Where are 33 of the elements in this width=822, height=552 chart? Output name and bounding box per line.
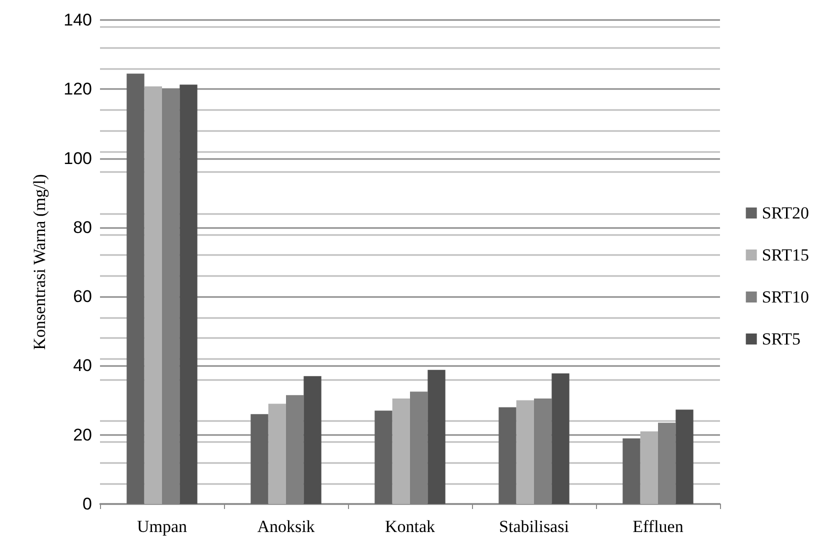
legend-label: SRT10	[762, 288, 810, 306]
bar	[126, 74, 144, 504]
x-tick-label: Umpan	[136, 517, 188, 536]
y-tick-label: 120	[64, 80, 92, 99]
bar	[640, 431, 658, 504]
bar	[552, 373, 570, 504]
y-tick-label: 100	[64, 148, 92, 168]
bar	[622, 438, 640, 504]
y-tick-label: 80	[73, 218, 92, 237]
bar	[676, 410, 694, 504]
bar	[180, 84, 198, 504]
legend-label: SRT5	[762, 330, 801, 348]
legend-label: SRT20	[762, 204, 810, 222]
bar	[498, 407, 516, 504]
bar	[268, 404, 286, 504]
bar	[392, 398, 410, 504]
y-tick-label: 40	[73, 356, 92, 376]
x-tick-label: Kontak	[384, 517, 436, 536]
bar	[250, 414, 268, 504]
y-tick-label: 20	[73, 425, 92, 444]
x-tick-label: Anoksik	[257, 517, 316, 536]
bar	[304, 376, 322, 504]
legend-label: SRT15	[762, 246, 810, 264]
y-axis-title: Konsentrasi Warna (mg/l)	[30, 174, 49, 350]
y-tick-label: 140	[64, 10, 92, 30]
y-tick-label: 0	[82, 494, 92, 514]
bar	[374, 410, 392, 504]
bar	[144, 86, 162, 504]
x-tick-label: Stabilisasi	[499, 517, 570, 536]
bar	[516, 400, 534, 504]
bar	[428, 370, 446, 504]
y-tick-label: 60	[73, 287, 92, 306]
x-tick-label: Effluen	[632, 517, 684, 536]
